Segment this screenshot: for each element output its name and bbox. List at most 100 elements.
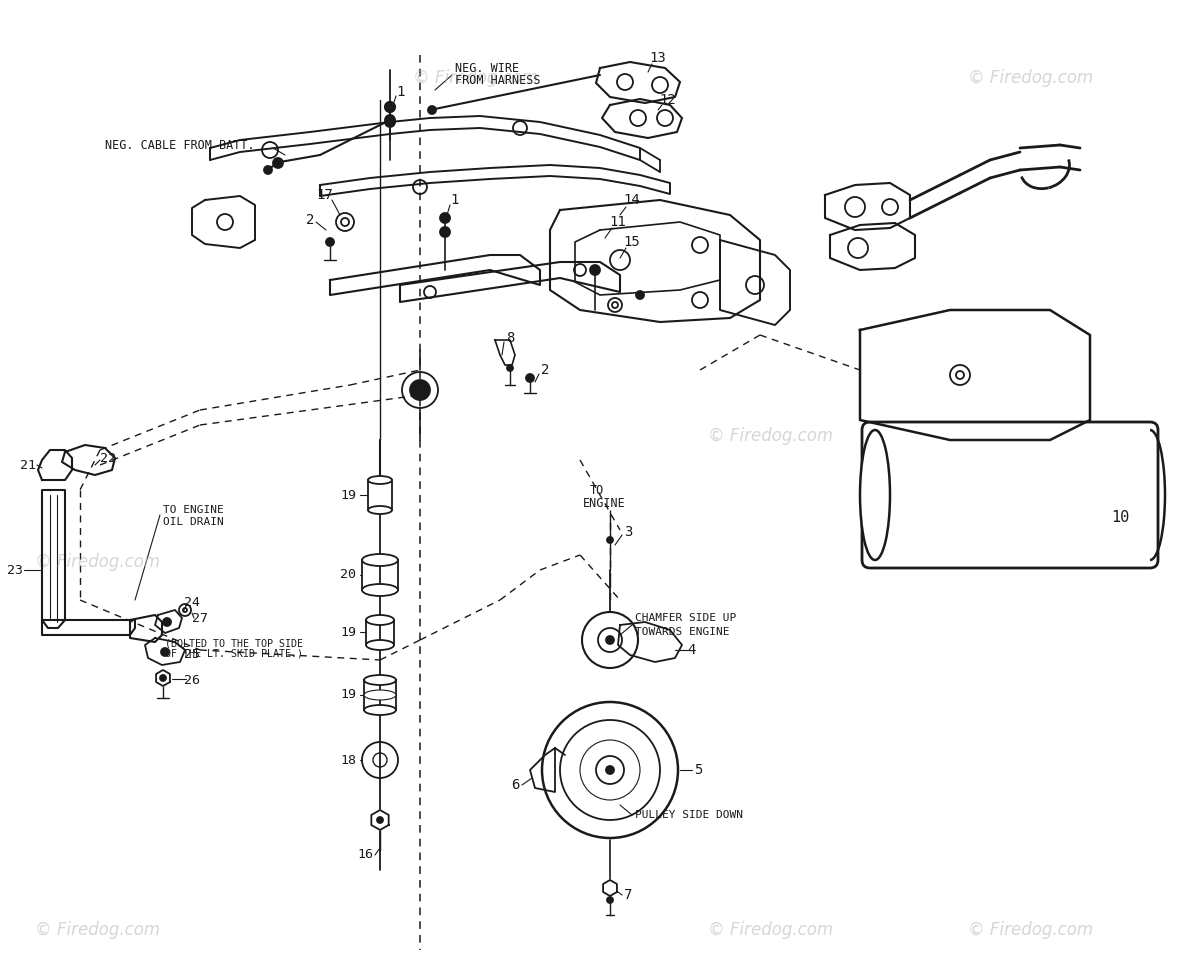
Text: NEG. CABLE FROM BATT.: NEG. CABLE FROM BATT. [105,139,255,151]
Text: OIL DRAIN: OIL DRAIN [163,517,224,527]
Text: TO: TO [590,484,604,496]
Polygon shape [155,610,182,633]
Polygon shape [720,240,789,325]
Text: TO ENGINE: TO ENGINE [163,505,224,515]
Text: 14: 14 [623,193,641,207]
Text: 1: 1 [451,193,459,207]
Polygon shape [320,165,670,196]
Text: 8: 8 [506,331,514,345]
Text: 18: 18 [340,754,356,766]
Text: 27: 27 [192,611,208,624]
Polygon shape [368,480,392,510]
Circle shape [607,766,614,774]
Text: 3: 3 [624,525,632,539]
Circle shape [607,897,612,903]
Circle shape [163,618,171,626]
Circle shape [428,106,435,114]
Text: 7: 7 [624,888,632,902]
Text: © Firedog.com: © Firedog.com [35,922,160,939]
Text: ENGINE: ENGINE [583,496,625,510]
Text: 26: 26 [184,673,199,686]
Circle shape [385,102,395,112]
Polygon shape [575,222,720,295]
Polygon shape [42,620,135,635]
FancyBboxPatch shape [863,422,1158,568]
Text: 17: 17 [316,188,334,202]
Circle shape [590,265,599,275]
Text: © Firedog.com: © Firedog.com [708,922,833,939]
Text: 16: 16 [358,849,373,861]
Circle shape [507,365,513,371]
Ellipse shape [368,506,392,514]
Circle shape [607,636,614,644]
Text: 22: 22 [100,452,116,464]
Text: OF THE LT. SKID PLATE.): OF THE LT. SKID PLATE.) [165,649,303,659]
Circle shape [440,213,450,223]
Polygon shape [130,615,162,642]
Ellipse shape [368,476,392,484]
Text: 25: 25 [184,648,199,662]
Circle shape [607,537,612,543]
Polygon shape [210,116,640,160]
Text: NEG. WIRE: NEG. WIRE [455,61,519,75]
Text: © Firedog.com: © Firedog.com [35,553,160,571]
Circle shape [160,648,169,656]
Polygon shape [550,200,760,322]
Text: (BOLTED TO THE TOP SIDE: (BOLTED TO THE TOP SIDE [165,638,303,648]
Polygon shape [145,638,185,665]
Circle shape [376,817,384,823]
Text: 12: 12 [660,93,676,107]
Text: © Firedog.com: © Firedog.com [708,427,833,445]
Polygon shape [38,450,72,480]
Ellipse shape [366,640,394,650]
Text: © Firedog.com: © Firedog.com [413,69,538,86]
Text: 13: 13 [650,51,667,65]
Ellipse shape [362,554,398,566]
Text: CHAMFER SIDE UP: CHAMFER SIDE UP [635,613,736,623]
Circle shape [385,102,395,112]
Polygon shape [42,490,65,628]
Text: © Firedog.com: © Firedog.com [968,922,1093,939]
Text: FROM HARNESS: FROM HARNESS [455,74,540,86]
Text: 21: 21 [20,458,37,472]
Text: 23: 23 [7,564,22,577]
Ellipse shape [860,430,890,560]
Circle shape [440,227,450,237]
Circle shape [273,158,283,168]
Polygon shape [330,255,540,295]
Ellipse shape [363,690,396,700]
Polygon shape [603,880,617,896]
Polygon shape [596,62,680,103]
Text: 2: 2 [540,363,549,377]
Circle shape [526,374,535,382]
Ellipse shape [363,705,396,715]
Circle shape [385,115,395,125]
Text: 6: 6 [511,778,519,792]
Ellipse shape [363,675,396,685]
Text: 4: 4 [688,643,696,657]
Polygon shape [400,262,620,302]
Text: 19: 19 [340,626,356,639]
Circle shape [385,117,395,127]
Text: 20: 20 [340,569,356,581]
Circle shape [636,291,644,299]
Text: 19: 19 [340,488,356,502]
Text: TOWARDS ENGINE: TOWARDS ENGINE [635,627,729,637]
Text: 11: 11 [610,215,627,229]
Text: 2: 2 [306,213,314,227]
Text: 19: 19 [340,689,356,702]
Polygon shape [830,223,914,270]
Polygon shape [156,670,170,686]
Text: PULLEY SIDE DOWN: PULLEY SIDE DOWN [635,810,743,820]
Circle shape [160,675,166,681]
Polygon shape [825,183,910,230]
Circle shape [409,380,430,400]
Polygon shape [602,99,682,138]
Polygon shape [372,810,388,830]
Circle shape [264,166,273,174]
Circle shape [326,238,334,246]
Text: 1: 1 [395,85,405,99]
Polygon shape [192,196,255,248]
Text: 15: 15 [623,235,641,249]
Polygon shape [860,310,1090,440]
